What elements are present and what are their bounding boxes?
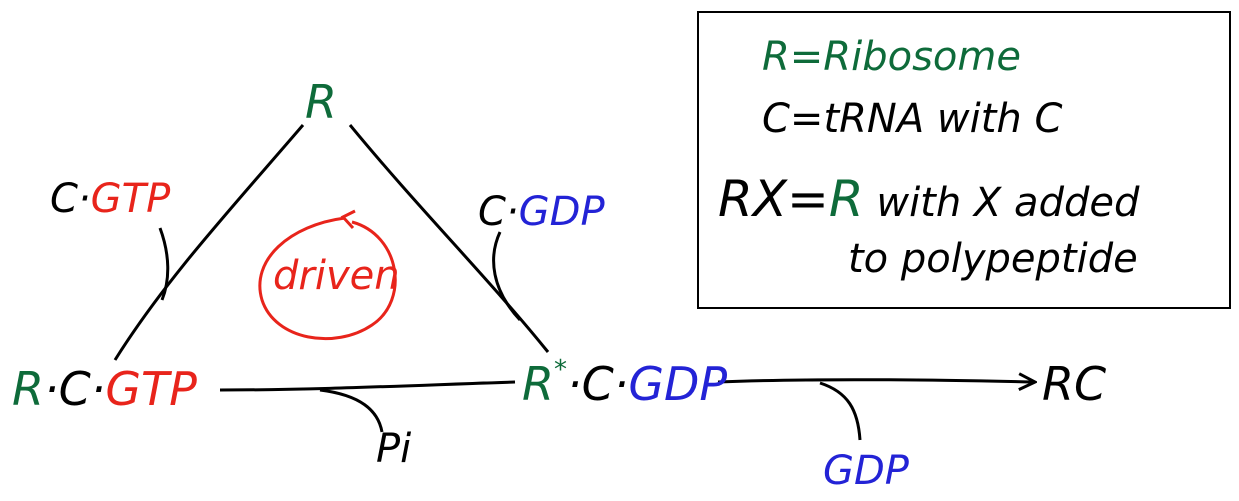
right-output-gdp: GDP [519,189,606,235]
legend-rx-b: with X added [864,180,1140,226]
branch-gdp-release [819,381,862,441]
branch-cgtp-input [158,227,170,301]
right-output-cgdp: C·GDP [478,189,605,235]
gdp-release-label: GDP [823,448,910,494]
edge-top-to-left [113,124,305,361]
left-input-cgtp: C·GTP [50,176,171,222]
left-input-c: C· [50,176,91,222]
right-node-c: ·C· [567,357,628,411]
legend-trna: C=tRNA with C [762,96,1063,142]
right-node-gdp: GDP [628,357,727,411]
right-node-star: * [554,355,567,385]
legend-rx: RX=R with X added [718,170,1140,228]
legend-box [697,11,1231,309]
left-node-gtp: GTP [105,362,197,416]
exit-arrow [717,380,1035,382]
driven-arrowhead [340,209,356,230]
edge-top-to-right [348,124,550,353]
top-node-ribosome: R [305,75,337,129]
product-rc: RC [1042,357,1106,411]
legend-rx-r: R [829,170,864,228]
right-node: R*·C·GDP [522,355,727,411]
left-node-r: R [12,362,44,416]
legend-ribosome: R=Ribosome [762,34,1021,80]
left-node: R·C·GTP [12,362,197,416]
edge-left-to-right [219,380,516,392]
right-node-r: R [522,357,554,411]
branch-pi-release [319,388,384,433]
left-node-c: ·C· [44,362,105,416]
pi-release-label: Pi [376,426,411,472]
branch-cgdp-output [492,231,522,322]
right-output-c: C· [478,189,519,235]
legend-polypeptide: to polypeptide [848,236,1138,282]
center-driven-label: driven [273,253,400,299]
driven-circle-arrow [258,216,397,341]
left-input-gtp: GTP [91,176,171,222]
legend-rx-a: RX= [718,170,829,228]
